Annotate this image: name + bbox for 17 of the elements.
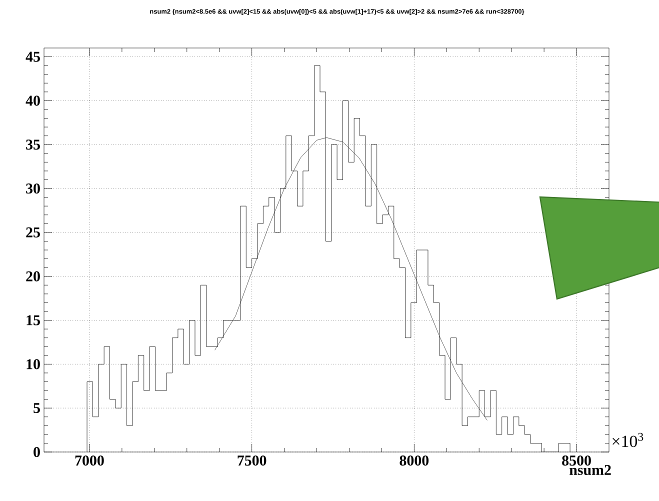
y-tick-label: 15: [26, 315, 40, 326]
y-tick-label: 20: [26, 271, 40, 282]
x-tick-label: 8000: [400, 456, 429, 466]
line-series: [214, 137, 488, 421]
x-tick-label: 8500: [562, 456, 591, 466]
y-tick-label: 5: [34, 403, 40, 414]
y-tick-label: 25: [26, 227, 40, 238]
x-tick-label: 7500: [238, 456, 266, 466]
x-tick-label: 7000: [75, 456, 104, 466]
y-tick-label: 45: [26, 52, 40, 62]
text: ×10$^{3}$: [612, 432, 644, 448]
y-tick-label: 30: [26, 183, 40, 194]
y-tick-label: 40: [26, 96, 40, 106]
y-tick-label: 35: [26, 140, 40, 150]
y-tick-label: 0: [34, 446, 40, 458]
y-tick-label: 10: [26, 359, 40, 370]
x-axis-title: nsum2: [570, 464, 611, 476]
